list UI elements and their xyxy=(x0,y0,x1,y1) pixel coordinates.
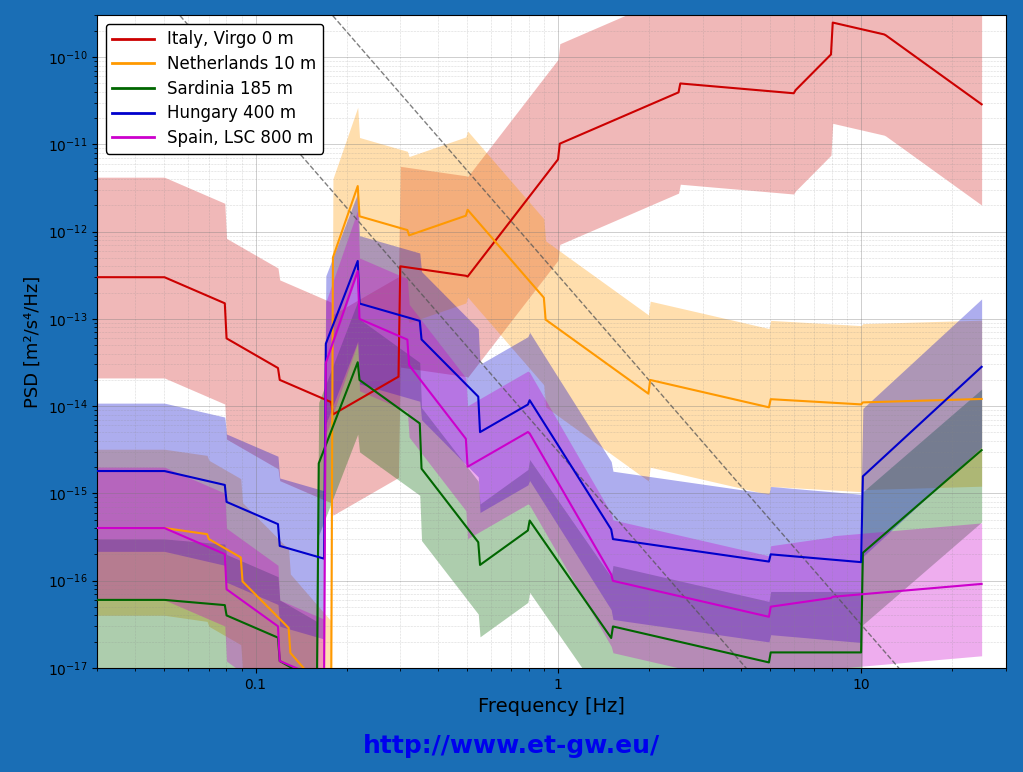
Y-axis label: PSD [m²/s⁴/Hz]: PSD [m²/s⁴/Hz] xyxy=(25,276,42,408)
Legend: Italy, Virgo 0 m, Netherlands 10 m, Sardinia 185 m, Hungary 400 m, Spain, LSC 80: Italy, Virgo 0 m, Netherlands 10 m, Sard… xyxy=(105,24,323,154)
Text: http://www.et-gw.eu/: http://www.et-gw.eu/ xyxy=(363,734,660,758)
X-axis label: Frequency [Hz]: Frequency [Hz] xyxy=(478,697,625,716)
